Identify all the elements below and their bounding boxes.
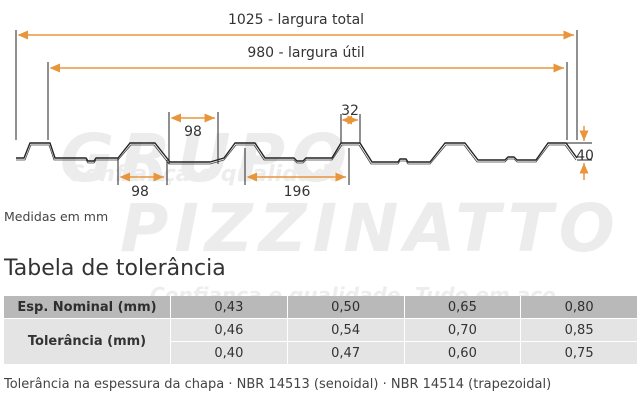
table-row: 0,40 0,47 0,60 0,75 <box>4 341 638 365</box>
table-cell: 0,54 <box>287 318 405 342</box>
watermark-brand-secondary: PIZZINATTO <box>120 190 621 267</box>
table-row: Tolerância (mm) 0,46 0,54 0,70 0,85 <box>4 318 638 365</box>
dim-98-bottom-label: 98 <box>131 184 149 200</box>
row-label: Tolerância (mm) <box>4 318 171 365</box>
footnote: Tolerância na espessura da chapa · NBR 1… <box>4 377 552 392</box>
units-note: Medidas em mm <box>4 209 109 224</box>
total-width-label: 1025 - largura total <box>228 12 364 28</box>
header-value: 0,43 <box>170 296 288 319</box>
profile-outline-inner <box>16 144 577 165</box>
table-cell: 0,46 <box>170 318 288 342</box>
table-cell: 0,40 <box>170 341 288 365</box>
dim-32-label: 32 <box>341 103 359 119</box>
header-label: Esp. Nominal (mm) <box>4 296 171 319</box>
dim-98-top-label: 98 <box>184 124 202 140</box>
table-header-row: Esp. Nominal (mm) 0,43 0,50 0,65 0,80 <box>4 296 638 319</box>
useful-width-label: 980 - largura útil <box>247 45 364 61</box>
header-value: 0,65 <box>404 296 522 319</box>
header-value: 0,80 <box>520 296 638 319</box>
table-cell: 0,70 <box>404 318 522 342</box>
dim-40-label: 40 <box>576 148 594 164</box>
section-title: Tabela de tolerância <box>4 256 226 281</box>
tolerance-table: Esp. Nominal (mm) 0,43 0,50 0,65 0,80 To… <box>4 296 638 365</box>
table-cell: 0,47 <box>287 341 405 365</box>
roof-profile-diagram: 1025 - largura total 980 - largura útil … <box>15 12 594 200</box>
table-cell: 0,60 <box>404 341 522 365</box>
table-cell: 0,75 <box>520 341 638 365</box>
dim-196-label: 196 <box>284 184 311 200</box>
profile-outline <box>16 142 578 163</box>
header-value: 0,50 <box>287 296 405 319</box>
table-cell: 0,85 <box>520 318 638 342</box>
